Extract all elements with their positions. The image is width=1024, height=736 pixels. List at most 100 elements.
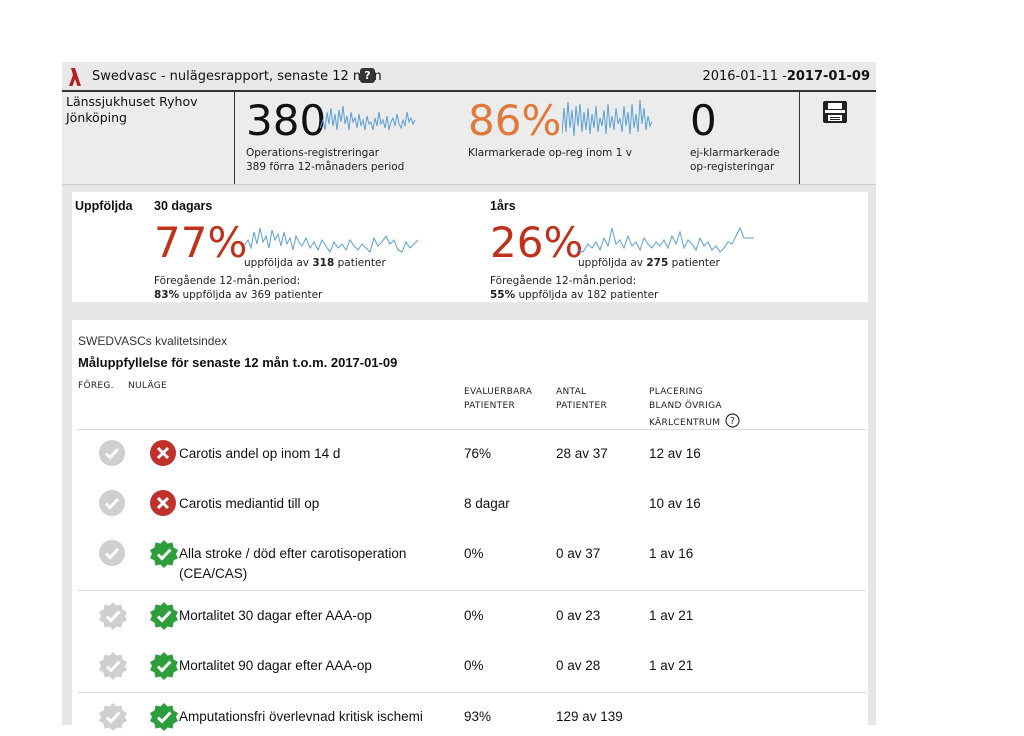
fail-icon [149,489,177,517]
col-header-rank-3: KÄRLCENTRUM ? [649,413,741,431]
row-divider [78,590,866,591]
col-header-eval-2: PATIENTER [464,400,516,411]
followup-1y-pct: 26% [490,218,584,267]
followup-30d-label: 30 dagars [154,199,213,213]
row-count: 28 av 37 [556,446,608,461]
row-eval: 76% [464,446,492,461]
check-grey-icon [98,439,126,467]
row-eval: 0% [464,546,484,561]
followup-30d-sparkline [244,227,419,254]
check-grey-icon [98,489,126,517]
operations-prev: 389 förra 12-månaders period [246,161,405,173]
followup-1y-prev-text: uppföljda av 182 patienter [518,289,659,301]
quality-title: Måluppfyllelse för senaste 12 mån t.o.m.… [78,355,398,370]
row-eval: 8 dagar [464,496,510,511]
hospital-line-1: Länssjukhuset Ryhov [66,94,198,109]
badge-grey-icon [98,651,127,680]
followup-30d-prev: 83% uppföljda av 369 patienter [154,288,322,302]
ok-badge-icon [149,539,178,568]
fail-icon [149,439,177,467]
badge-grey-icon [98,601,127,630]
row-label: Mortalitet 90 dagar efter AAA-op [179,658,372,673]
date-from: 2016-01-11 - [702,69,787,84]
help-circle-icon[interactable]: ? [725,413,741,428]
followup-1y-label: 1års [490,199,516,213]
check-grey-icon [98,539,126,567]
row-label: Carotis andel op inom 14 d [179,446,341,461]
col-header-rank-3-text: KÄRLCENTRUM [649,418,721,428]
col-header-rank: PLACERING BLAND ÖVRIGA KÄRLCENTRUM ? [649,386,741,431]
operations-sparkline [320,105,416,131]
row-eval: 0% [464,658,484,673]
followup-1y-count-value: 275 [646,257,669,269]
followup-30d-count: uppföljda av 318 patienter [244,256,386,270]
col-header-count: ANTAL PATIENTER [556,386,607,413]
ok-badge-icon [149,702,178,731]
row-rank: 1 av 21 [649,658,694,673]
swedvasc-logo-icon [69,68,81,86]
ok-badge-icon [149,601,178,630]
row-divider [78,692,866,693]
kpi-strip: Länssjukhuset Ryhov Jönköping 380 Operat… [62,92,876,185]
report-title: Swedvasc - nulägesrapport, senaste 12 må… [92,69,382,84]
date-to: 2017-01-09 [786,69,870,84]
followup-1y-count-post: patienter [671,257,720,269]
col-header-count-1: ANTAL [556,387,587,397]
followup-label: Uppföljda [75,199,133,213]
quality-index-panel: SWEDVASCs kvalitetsindex Måluppfyllelse … [72,320,868,731]
date-range: 2016-01-11 -2017-01-09 [702,69,870,84]
help-icon[interactable]: ? [360,68,375,83]
row-label: Amputationsfri överlevnad kritisk ischem… [179,709,423,724]
followup-30d-prev-label: Föregående 12-mån.period: [154,275,301,287]
followup-30d-count-post: patienter [337,257,386,269]
followup-30d-count-value: 318 [312,257,335,269]
col-header-prev: FÖREG. [78,381,114,391]
row-eval: 0% [464,608,484,623]
followup-30d-count-pre: uppföljda av [244,257,310,269]
row-divider [78,429,866,430]
ok-badge-icon [149,651,178,680]
followup-1y-sparkline [578,226,754,253]
operations-count: 380 [246,96,327,145]
row-rank: 1 av 16 [649,546,694,561]
closed-pct: 86% [468,96,562,145]
row-label: Alla stroke / död efter carotisoperation… [179,546,407,581]
operations-label: Operations-registreringar [246,147,380,159]
row-rank: 12 av 16 [649,446,701,461]
followup-30d-prev-text: uppföljda av 369 patienter [182,289,323,301]
badge-grey-icon [98,702,127,731]
col-header-rank-1: PLACERING [649,387,703,397]
divider [234,92,235,184]
followup-30d-prev-pct: 83% [154,289,180,301]
unclosed-label-2: op-registeringar [690,161,775,173]
col-header-eval-1: EVALUERBARA [464,387,533,397]
row-count: 0 av 37 [556,546,601,561]
col-header-rank-2: BLAND ÖVRIGA [649,400,722,411]
row-count: 0 av 23 [556,608,601,623]
followup-1y-count: uppföljda av 275 patienter [578,256,720,270]
quality-subtitle: SWEDVASCs kvalitetsindex [78,334,228,348]
unclosed-label-1: ej-klarmarkerade [690,147,780,159]
report-panel: Swedvasc - nulägesrapport, senaste 12 må… [62,62,876,731]
row-count: 129 av 139 [556,709,623,724]
col-header-eval: EVALUERBARA PATIENTER [464,386,532,413]
col-header-count-2: PATIENTER [556,400,608,411]
svg-text:?: ? [730,416,736,427]
followup-1y-count-pre: uppföljda av [578,257,644,269]
row-label: Carotis mediantid till op [179,496,320,511]
row-label: Mortalitet 30 dagar efter AAA-op [179,608,372,623]
closed-label: Klarmarkerade op-reg inom 1 v [468,147,632,159]
followup-1y-prev-pct: 55% [490,289,516,301]
printer-icon[interactable] [822,100,848,124]
closed-sparkline [562,99,653,137]
followup-1y-prev-label: Föregående 12-mån.period: [490,275,637,287]
followup-1y-prev: 55% uppföljda av 182 patienter [490,288,658,302]
divider [799,92,800,184]
followup-30d-pct: 77% [154,218,248,267]
followup-panel: Uppföljda 30 dagars 77% uppföljda av 318… [72,192,868,302]
unclosed-count: 0 [690,96,717,145]
hospital-name: Länssjukhuset Ryhov Jönköping [66,94,198,126]
row-rank: 10 av 16 [649,496,701,511]
hospital-line-2: Jönköping [66,110,127,125]
row-rank: 1 av 21 [649,608,694,623]
